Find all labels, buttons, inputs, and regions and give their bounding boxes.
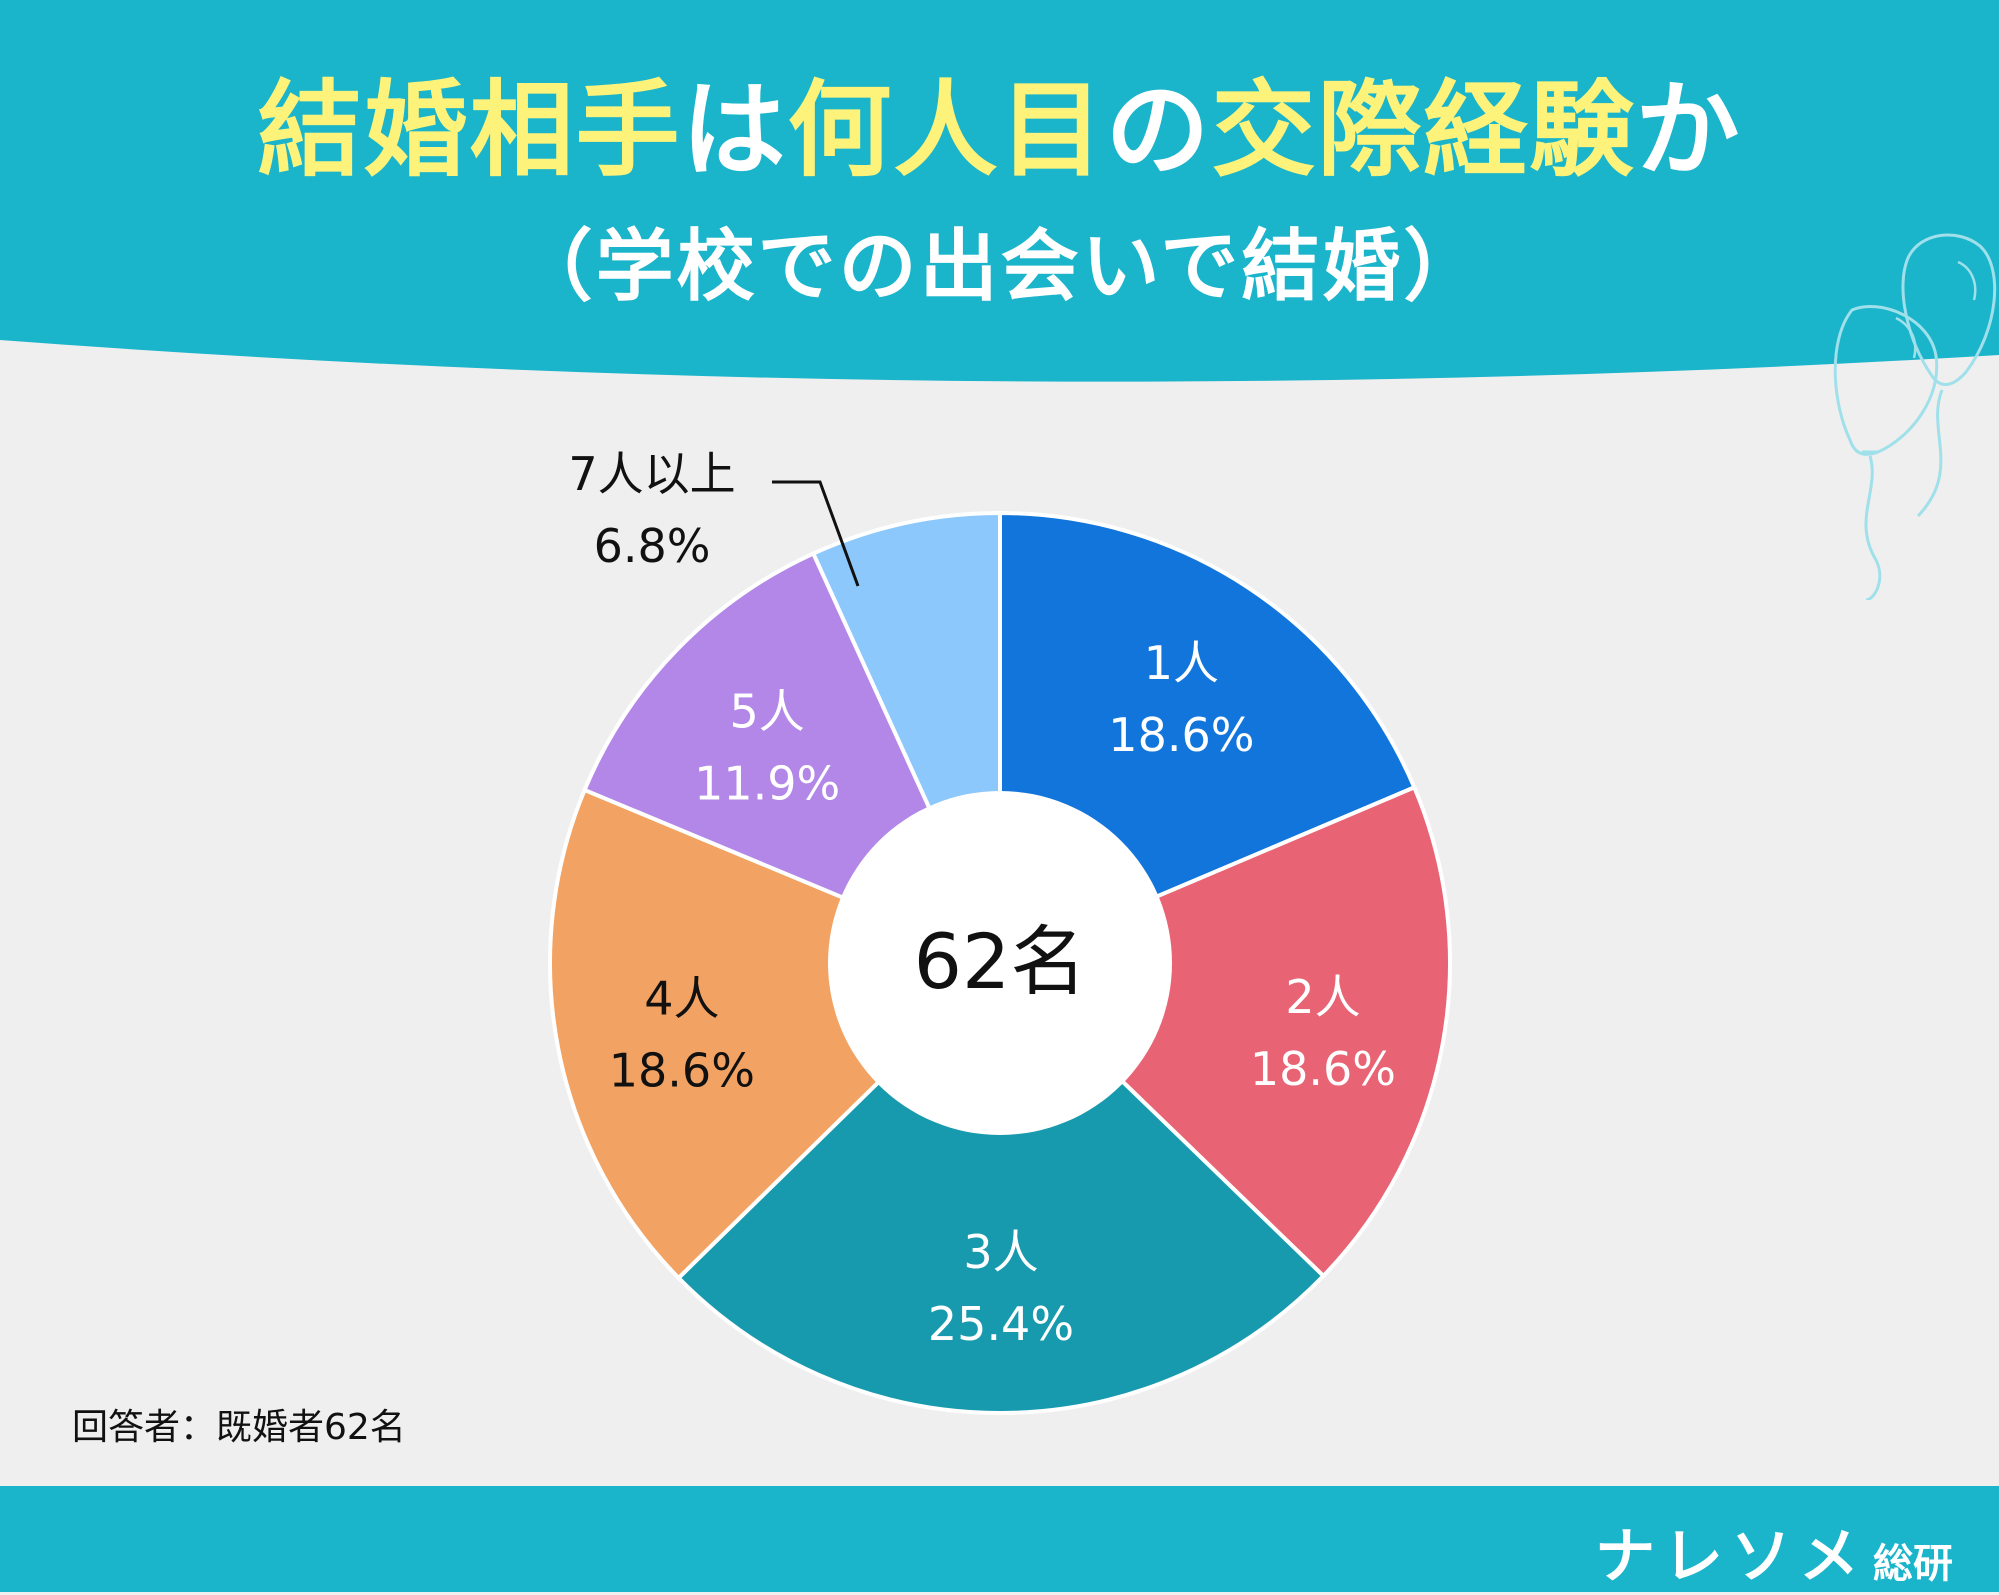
chart-title: 結婚相手は何人目の交際経験か (0, 78, 1999, 182)
pie-slice (548, 787, 1004, 1281)
balloons-icon (1833, 233, 1997, 600)
title-segment: 何人目 (787, 69, 1106, 191)
title-segment: か (1635, 69, 1742, 191)
slice-category-label: 5人 (730, 685, 805, 739)
brand-sub: 総研 (1873, 1541, 1953, 1587)
footer-bar: ナレソメ 総研 (0, 1486, 1999, 1592)
brand-logo: ナレソメ 総研 (1595, 1508, 1953, 1595)
chart-subtitle: （学校での出会いで結婚） (514, 222, 1485, 312)
title-segment: の (1105, 69, 1212, 191)
center-hole (828, 791, 1172, 1135)
slice-category-label: 1人 (1144, 636, 1219, 690)
slice-category-label: 2人 (1285, 970, 1360, 1024)
pie-slice (996, 784, 1452, 1279)
slice-value-label: 18.6% (609, 1043, 755, 1097)
slice-value-label: 25.4% (928, 1297, 1074, 1351)
slice-value-label: 6.8% (594, 519, 711, 573)
slice-value-label: 18.6% (1250, 1042, 1396, 1096)
pie-chart: 1人 18.6% 2人 18.6% 3人 25.4% 4人 18.6% 5人 11.9% 7人以上 6… (548, 447, 1452, 1415)
slice-value-label: 11.9% (694, 757, 840, 811)
title-segment: 交際経験 (1211, 69, 1636, 191)
title-segment: 結婚相手 (257, 69, 682, 191)
slice-category-label: 4人 (644, 971, 719, 1025)
slice-value-label: 18.6% (1108, 708, 1254, 762)
leader-line (772, 480, 860, 587)
pie-labels: 1人 18.6% 2人 18.6% 3人 25.4% 4人 18.6% 5人 11.9% 7人以上 6… (568, 447, 1396, 1351)
respondent-note: 回答者：既婚者62名 (72, 1407, 406, 1448)
pie-slice (675, 960, 1327, 1415)
center-label: 62名 (914, 917, 1087, 1006)
title-segment: は (681, 69, 788, 191)
slice-category-label: 7人以上 (568, 447, 735, 501)
slice-category-label: 3人 (963, 1225, 1038, 1279)
header-band (0, 0, 1999, 600)
brand-name: ナレソメ (1595, 1522, 1867, 1592)
